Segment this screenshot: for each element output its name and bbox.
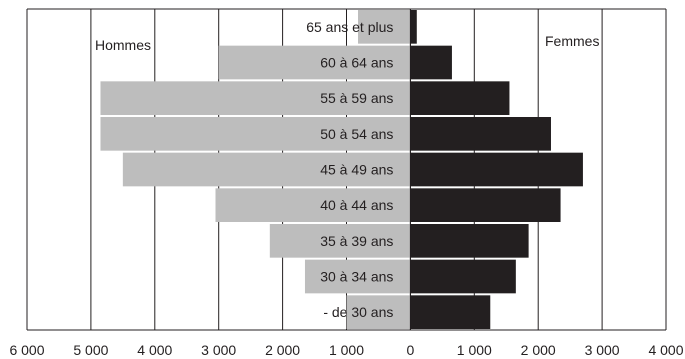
category-label: 55 à 59 ans [320, 90, 393, 106]
bar-femmes [410, 10, 417, 44]
bar-femmes [410, 188, 561, 222]
bar-femmes [410, 295, 491, 329]
x-tick-label: 0 [407, 342, 415, 358]
category-labels: 65 ans et plus 60 à 64 ans 55 à 59 ans 50 à… [306, 19, 393, 320]
category-label: 50 à 54 ans [320, 126, 393, 142]
bar-hommes [100, 117, 411, 151]
x-tick-label: 4 000 [648, 342, 683, 358]
bar-hommes [218, 45, 411, 80]
bar-femmes [410, 81, 510, 115]
x-tick-label: 3 000 [585, 342, 620, 358]
category-label: 40 à 44 ans [320, 197, 393, 213]
x-tick-label: 6 000 [9, 342, 44, 358]
bars [100, 10, 583, 329]
category-label: 60 à 64 ans [320, 55, 393, 71]
x-tick-label: 1 000 [457, 342, 492, 358]
x-tick-label: 1 000 [329, 342, 364, 358]
category-label: 35 à 39 ans [320, 233, 393, 249]
series-label-femmes: Femmes [545, 33, 599, 49]
series-label-hommes: Hommes [95, 37, 151, 53]
bar-hommes [304, 259, 411, 294]
bar-femmes [410, 152, 583, 187]
x-tick-label: 4 000 [137, 342, 172, 358]
category-label: 65 ans et plus [306, 19, 393, 35]
bar-femmes [410, 117, 551, 151]
x-tick-label: 5 000 [73, 342, 108, 358]
bar-hommes [100, 81, 411, 115]
category-label: 45 à 49 ans [320, 162, 393, 178]
bar-hommes [358, 10, 411, 44]
bar-hommes [269, 224, 411, 258]
category-label: 30 à 34 ans [320, 269, 393, 285]
x-tick-label: 2 000 [265, 342, 300, 358]
bar-femmes [410, 45, 452, 80]
bar-hommes [346, 295, 411, 329]
bar-femmes [410, 259, 516, 294]
bar-hommes [122, 152, 411, 187]
bar-femmes [410, 224, 529, 258]
x-axis: 6 000 5 000 4 000 3 000 2 000 1 000 0 1 000 2 00… [9, 9, 684, 358]
bar-hommes [215, 188, 411, 222]
x-tick-label: 3 000 [201, 342, 236, 358]
x-tick-label: 2 000 [521, 342, 556, 358]
category-label: - de 30 ans [323, 304, 393, 320]
